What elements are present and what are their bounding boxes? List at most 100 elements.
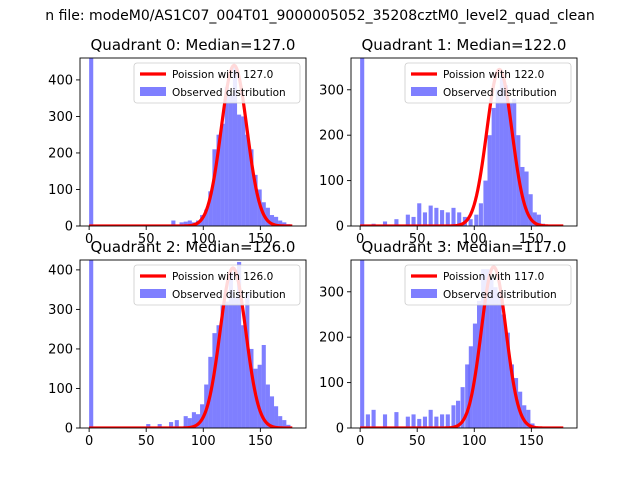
histogram-bar xyxy=(174,420,179,428)
x-tick-label: 50 xyxy=(138,232,155,247)
histogram-bar xyxy=(89,260,94,428)
histogram-bar xyxy=(508,103,513,226)
legend-hist-swatch xyxy=(411,289,437,298)
histogram-bar xyxy=(195,414,201,428)
histogram-bar xyxy=(411,414,416,428)
histogram-bar xyxy=(249,149,254,226)
x-tick-label: 150 xyxy=(519,434,544,449)
histogram-bar xyxy=(360,260,365,428)
legend-hist-swatch xyxy=(140,87,166,96)
figure-suptitle: n file: modeM0/AS1C07_004T01_9000005052_… xyxy=(45,8,594,24)
legend-hist-label: Observed distribution xyxy=(172,87,286,99)
histogram-bar xyxy=(187,220,192,226)
histogram-bar xyxy=(489,278,494,428)
histogram-bar xyxy=(265,384,270,428)
y-tick-label: 100 xyxy=(48,183,73,198)
histogram-bar xyxy=(522,405,527,428)
histogram-bar xyxy=(220,305,225,428)
histogram-bar xyxy=(171,220,176,226)
histogram-bar xyxy=(212,149,217,226)
axes-frame xyxy=(350,259,578,429)
legend: Poission with 127.0 Observed distribution xyxy=(133,62,301,104)
histogram-bar xyxy=(512,98,517,226)
histogram-bar xyxy=(394,219,399,226)
histogram-bar xyxy=(483,180,488,226)
x-tick-label: 50 xyxy=(138,434,155,449)
histogram-bar xyxy=(536,214,541,226)
axes-frame xyxy=(79,259,307,429)
y-tick-label: 0 xyxy=(65,422,73,437)
histogram-bar xyxy=(460,387,465,428)
histogram-bar xyxy=(245,134,250,226)
axes-frame xyxy=(79,57,307,227)
histogram-bar xyxy=(187,418,192,428)
histogram-bar xyxy=(451,405,456,428)
subplot-title: Quadrant 0: Median=127.0 xyxy=(91,36,296,54)
x-tick-label: 150 xyxy=(519,232,544,247)
legend-curve-label: Poission with 122.0 xyxy=(443,69,544,81)
subplot-1: 0 50 100 150 0 100 200 300 Quadrant 1: Median=12… xyxy=(319,36,578,247)
subplot-2: 0 50 100 150 0 100 200 300 400 Quadrant 2: Median… xyxy=(48,238,307,449)
histogram-bar xyxy=(440,414,445,428)
histogram-bar xyxy=(179,222,184,226)
histogram-bar xyxy=(365,414,370,428)
histogram-bar xyxy=(228,94,233,226)
poisson-curve xyxy=(359,67,564,226)
histogram-bar xyxy=(524,171,529,226)
histogram-bar xyxy=(428,409,433,428)
histogram-bar xyxy=(445,212,450,226)
plot-area xyxy=(359,58,564,226)
y-tick-label: 400 xyxy=(48,263,73,278)
y-tick-label: 300 xyxy=(48,303,73,318)
legend-hist-swatch xyxy=(411,87,437,96)
histogram-bar xyxy=(371,409,376,428)
histogram-bar xyxy=(183,221,188,226)
histogram-bar xyxy=(434,416,439,428)
histogram-bar xyxy=(457,212,462,226)
histogram-bar xyxy=(478,203,483,226)
histogram-bar xyxy=(216,134,221,226)
histogram-bar xyxy=(445,414,450,428)
histogram-bar xyxy=(382,414,388,428)
histogram-bar xyxy=(382,221,388,226)
histogram-bar xyxy=(224,87,229,226)
y-tick-label: 0 xyxy=(65,220,73,235)
histogram-bar xyxy=(191,412,196,428)
histogram-bar xyxy=(249,348,254,428)
histogram-bar xyxy=(261,344,266,428)
legend-curve-label: Poission with 126.0 xyxy=(172,271,273,283)
histogram-bar xyxy=(89,58,94,226)
histogram-bar xyxy=(505,332,510,428)
x-tick-label: 0 xyxy=(356,232,364,247)
y-tick-label: 200 xyxy=(48,342,73,357)
y-tick-label: 200 xyxy=(319,129,344,144)
y-tick-label: 0 xyxy=(336,422,344,437)
y-tick-label: 100 xyxy=(48,382,73,397)
plot-area xyxy=(359,260,564,428)
histogram-bar xyxy=(528,194,533,226)
histogram-bar xyxy=(157,424,162,428)
poisson-curve xyxy=(88,63,293,226)
histogram-bar xyxy=(485,269,490,428)
histogram-bar xyxy=(465,364,470,428)
x-tick-label: 100 xyxy=(191,434,216,449)
subplot-title: Quadrant 2: Median=126.0 xyxy=(91,238,296,256)
histogram-bar xyxy=(422,212,428,226)
subplot-3: 0 50 100 150 0 100 200 300 Quadrant 3: Median=11… xyxy=(319,238,578,449)
histogram-bar xyxy=(451,207,456,226)
histogram-bar xyxy=(208,191,213,226)
y-tick-label: 300 xyxy=(319,83,344,98)
legend-box xyxy=(133,264,301,306)
histogram-bar xyxy=(526,409,531,428)
legend-curve-label: Poission with 127.0 xyxy=(172,69,273,81)
legend: Poission with 122.0 Observed distribution xyxy=(404,62,572,104)
poisson-curve xyxy=(88,266,293,428)
histogram-bar xyxy=(493,287,498,428)
histogram-bar xyxy=(434,207,439,226)
x-tick-label: 0 xyxy=(85,434,93,449)
histogram-bar xyxy=(468,346,473,428)
histogram-bar xyxy=(169,422,174,428)
histogram-bar xyxy=(468,219,473,226)
histogram-bar xyxy=(440,210,445,226)
